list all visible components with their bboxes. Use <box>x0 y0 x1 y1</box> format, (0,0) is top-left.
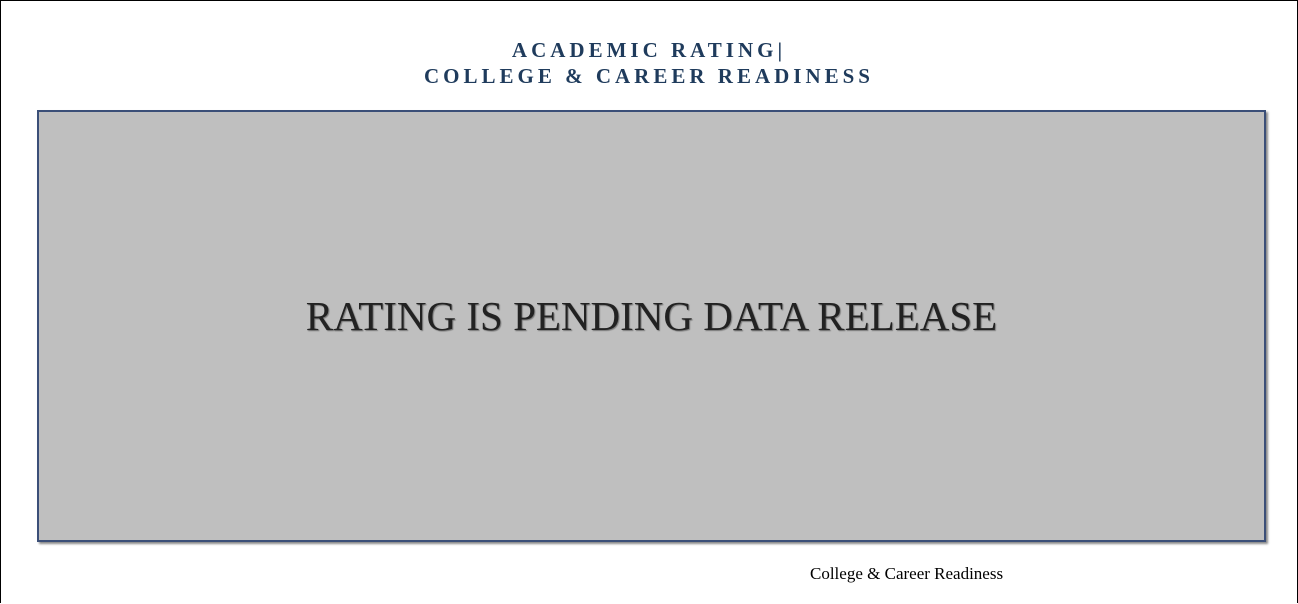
pending-panel: RATING IS PENDING DATA RELEASE <box>37 110 1266 542</box>
title-line: COLLEGE & CAREER READINESS <box>424 64 874 88</box>
pending-message: RATING IS PENDING DATA RELEASE <box>305 293 998 339</box>
title-line: ACADEMIC RATING| <box>511 38 787 62</box>
footer-caption: College & Career Readiness <box>810 564 1004 583</box>
